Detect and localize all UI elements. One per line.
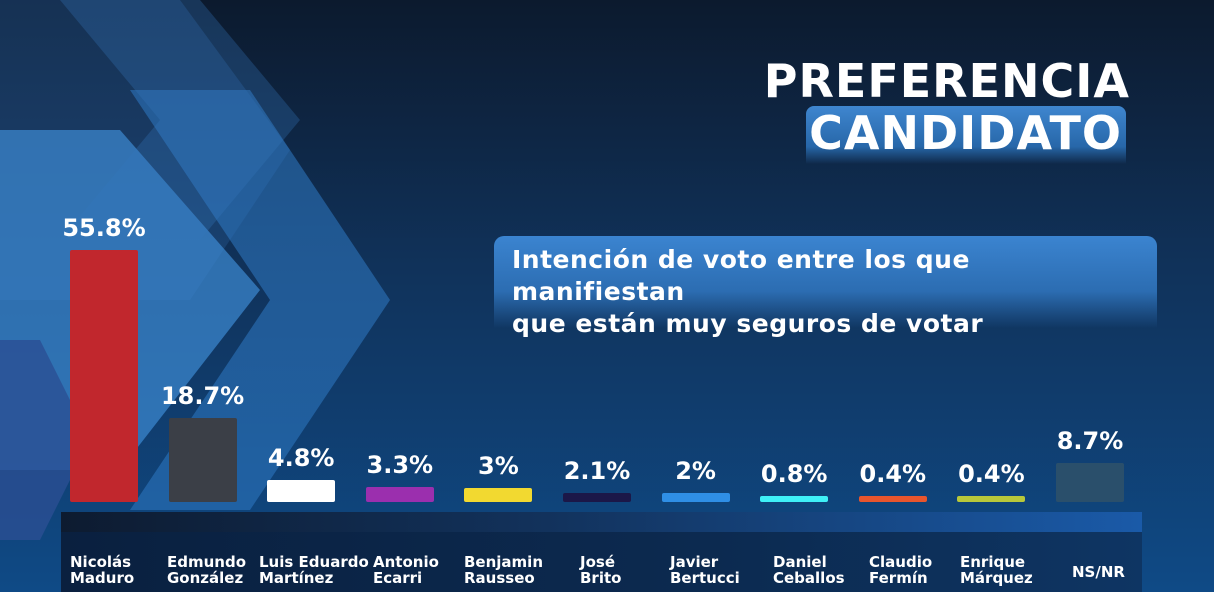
bar [267, 480, 336, 502]
bar [563, 492, 631, 502]
category-label: Enrique Márquez [960, 554, 1033, 586]
value-label: 3.3% [366, 451, 434, 480]
category-label: Javier Bertucci [670, 554, 740, 586]
title-block: PREFERENCIA CANDIDATO [756, 52, 1136, 164]
category-label-line: Enrique [960, 553, 1026, 571]
bar [760, 496, 829, 502]
category-label: NS/NR [1072, 564, 1125, 580]
value-label: 2.1% [563, 456, 631, 485]
subtitle-box: Intención de voto entre los que manifies… [494, 236, 1157, 338]
category-label-line: Edmundo [167, 553, 247, 571]
category-label: Luis Eduardo Martínez [259, 554, 369, 586]
title-band [806, 106, 1126, 164]
value-label: 8.7% [1056, 426, 1124, 455]
subtitle-line-2: que están muy seguros de votar [512, 309, 984, 338]
value-label: 0.8% [760, 460, 828, 488]
category-label-line: Nicolás [70, 553, 132, 571]
value-label: 3% [478, 452, 519, 481]
category-label: José Brito [580, 554, 621, 586]
category-label-line: Claudio [869, 553, 933, 571]
category-label: Benjamin Rausseo [464, 554, 543, 586]
bar [70, 250, 138, 502]
category-label-row [61, 532, 1142, 592]
subtitle-line-1: Intención de voto entre los que manifies… [512, 245, 970, 306]
category-label-line: Fermín [869, 569, 928, 587]
bar [957, 496, 1026, 502]
category-label-line: González [167, 569, 244, 587]
value-label: 55.8% [62, 214, 146, 242]
category-label-line: Martínez [259, 569, 334, 587]
category-label-line: Maduro [70, 569, 135, 587]
bar [168, 417, 237, 502]
category-label: Antonio Ecarri [373, 554, 439, 586]
category-label-line: Márquez [960, 569, 1033, 587]
title-line-2: CANDIDATO [809, 106, 1122, 160]
category-label-line: Daniel [773, 553, 827, 571]
value-label: 0.4% [958, 460, 1025, 488]
category-label-line: Ecarri [373, 569, 423, 587]
category-label-line: Luis Eduardo [259, 553, 369, 571]
value-label: 18.7% [160, 381, 245, 410]
category-label-line: Benjamin [464, 553, 543, 571]
category-label: Daniel Ceballos [773, 554, 845, 586]
value-label: 2% [675, 456, 716, 485]
category-label-line: Antonio [373, 553, 439, 571]
bar [365, 487, 434, 502]
bar [464, 488, 533, 502]
category-label-line: Rausseo [464, 569, 535, 587]
category-label-line: Brito [580, 569, 622, 587]
category-label: Nicolás Maduro [70, 554, 134, 586]
value-label: 0.4% [859, 460, 927, 488]
category-label-line: Bertucci [670, 569, 740, 587]
category-label-line: NS/NR [1072, 563, 1125, 581]
category-label-line: Javier [670, 553, 719, 571]
category-label: Edmundo González [167, 554, 246, 586]
title-line-1: PREFERENCIA [763, 54, 1130, 108]
bar [661, 492, 730, 502]
category-label-line: José [580, 553, 615, 571]
bar [1056, 462, 1124, 502]
category-label-line: Ceballos [773, 569, 845, 587]
category-label: Claudio Fermín [869, 554, 932, 586]
value-label: 4.8% [267, 444, 335, 473]
bar [858, 496, 927, 502]
axis-band [61, 512, 1142, 532]
